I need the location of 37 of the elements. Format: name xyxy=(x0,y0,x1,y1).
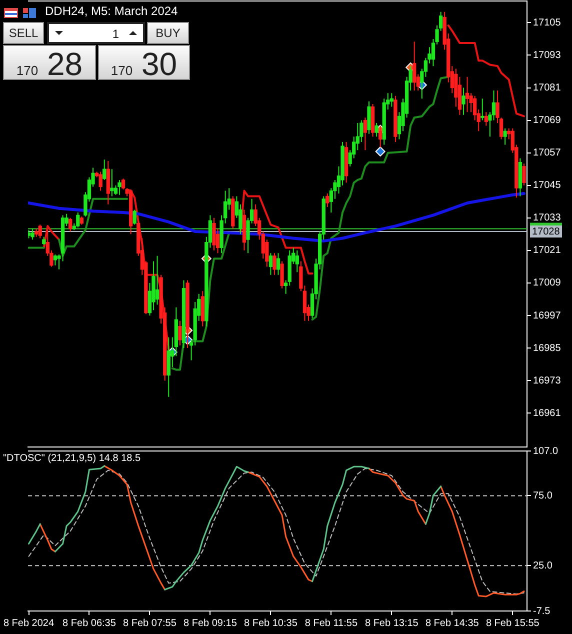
y-tick-label: 17093 xyxy=(533,50,562,61)
y-tick-label: 16961 xyxy=(533,408,562,419)
y-tick-label: 16997 xyxy=(533,310,562,322)
y-tick-label: 17009 xyxy=(533,278,562,289)
x-tick-label: 8 Feb 14:35 xyxy=(425,618,480,629)
y-tick-label: 17069 xyxy=(533,115,562,126)
y-tick-label: 17021 xyxy=(533,245,562,256)
ref-line-label: 17028 xyxy=(532,226,560,238)
y-tick-label: 17081 xyxy=(533,82,562,94)
y-tick-label: 16973 xyxy=(533,375,562,386)
y-tick-label: 17105 xyxy=(533,17,562,28)
buy-button: BUY xyxy=(147,22,189,44)
annotation: 170 28 xyxy=(16,46,83,82)
y-tick-label: 17057 xyxy=(533,148,562,159)
annotation: 170 30 xyxy=(110,46,178,82)
x-tick-label: 8 Feb 09:15 xyxy=(184,618,238,629)
y-tick-label: 17033 xyxy=(533,212,562,224)
x-tick-label: 8 Feb 15:55 xyxy=(486,618,540,629)
sell-price-button: 170 28 xyxy=(3,45,96,80)
y-tick-label: 17045 xyxy=(533,180,562,192)
y-tick-label: 75.0 xyxy=(533,490,553,502)
y-tick-label: 16985 xyxy=(533,342,562,354)
y-tick-label: 25.0 xyxy=(533,560,553,572)
annotation: 1 xyxy=(112,27,119,41)
x-tick-label: 8 Feb 10:35 xyxy=(244,618,298,629)
x-tick-label: 8 Feb 11:55 xyxy=(304,618,358,629)
x-tick-label: 8 Feb 06:35 xyxy=(62,618,116,629)
buy-price-button: 170 30 xyxy=(98,45,190,80)
y-tick-label: 107.0 xyxy=(533,446,558,457)
x-tick-label: 8 Feb 07:55 xyxy=(123,618,177,629)
x-tick-label: 8 Feb 13:15 xyxy=(364,618,419,629)
sell-button: SELL xyxy=(3,22,44,44)
x-tick-label: 8 Feb 2024 xyxy=(3,618,54,629)
input-field: 1 xyxy=(47,22,145,44)
y-tick-label: -7.5 xyxy=(533,606,551,617)
chart-title: DDH24, M5: March 2024 xyxy=(43,4,180,19)
chart-title: "DTOSC" (21,21,9,5) 14.8 18.5 xyxy=(1,453,143,464)
